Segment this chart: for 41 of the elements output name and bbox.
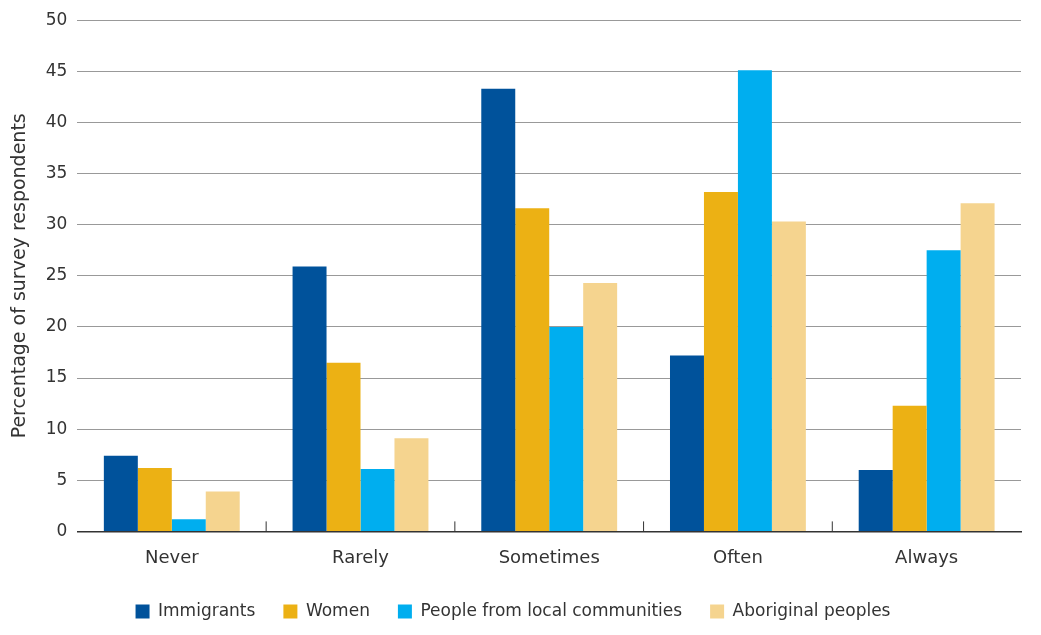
bar	[858, 470, 893, 531]
y-tick-label: 30	[45, 213, 68, 234]
bar	[326, 362, 361, 531]
y-tick-label: 25	[45, 264, 68, 285]
x-tick-label: Never	[144, 545, 200, 567]
bar	[669, 355, 704, 531]
bar	[360, 469, 395, 531]
x-tick-label: Often	[713, 545, 763, 567]
y-axis-title: Percentage of survey respondents	[7, 113, 30, 439]
y-tick-label: 15	[45, 366, 68, 387]
y-tick-label: 0	[56, 519, 68, 540]
x-tick-label: Sometimes	[498, 545, 600, 567]
bar	[549, 326, 584, 531]
bar	[960, 203, 995, 531]
y-tick-label: 40	[45, 110, 68, 131]
y-tick-label: 35	[45, 161, 68, 182]
y-tick-label: 10	[45, 417, 68, 438]
bar	[926, 250, 961, 531]
bar	[892, 405, 927, 531]
legend-label: Aboriginal peoples	[732, 599, 891, 620]
y-tick-label: 45	[45, 59, 68, 80]
legend-label: Women	[305, 599, 370, 620]
bar	[292, 266, 327, 531]
y-tick-label: 50	[45, 8, 68, 29]
legend-label: People from local communities	[420, 599, 683, 620]
y-tick-label: 5	[56, 468, 68, 489]
x-tick-label: Always	[895, 545, 959, 567]
x-tick-label: Rarely	[332, 545, 390, 567]
bar	[394, 438, 429, 531]
bar	[515, 208, 550, 531]
bar	[137, 468, 172, 531]
bar	[481, 88, 516, 531]
bar	[771, 221, 806, 531]
bar	[703, 191, 738, 531]
bar	[171, 519, 206, 531]
legend-label: Immigrants	[158, 599, 256, 620]
y-tick-label: 20	[45, 315, 68, 336]
bar	[103, 455, 138, 531]
bar	[583, 282, 618, 531]
bar	[205, 491, 240, 531]
bar	[737, 70, 772, 531]
